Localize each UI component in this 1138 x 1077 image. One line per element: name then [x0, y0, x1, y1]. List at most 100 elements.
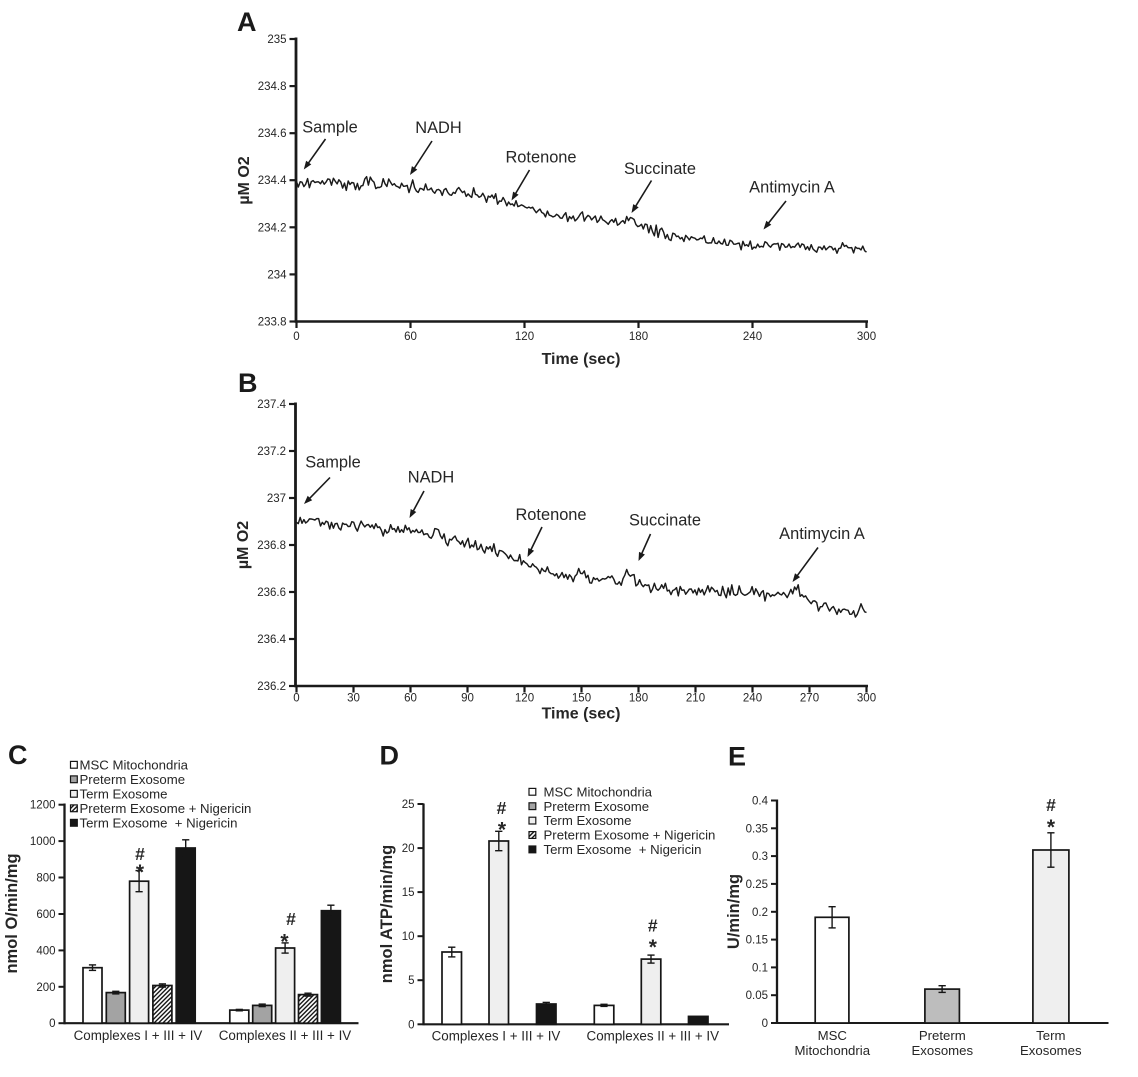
- svg-text:0.4: 0.4: [752, 796, 769, 808]
- svg-text:Succinate: Succinate: [629, 512, 701, 530]
- svg-text:30: 30: [347, 693, 360, 705]
- svg-text:0: 0: [293, 693, 299, 705]
- svg-text:236.4: 236.4: [257, 634, 286, 646]
- svg-text:Complexes II + III + IV: Complexes II + III + IV: [587, 1028, 720, 1043]
- svg-text:0.3: 0.3: [752, 851, 768, 863]
- svg-text:#: #: [497, 798, 507, 818]
- svg-text:237.2: 237.2: [257, 446, 286, 458]
- svg-text:234: 234: [267, 269, 287, 281]
- svg-text:0.35: 0.35: [746, 823, 768, 835]
- svg-text:20: 20: [402, 843, 415, 855]
- svg-text:180: 180: [629, 693, 648, 705]
- svg-text:Rotenone: Rotenone: [515, 506, 586, 524]
- svg-text:0: 0: [293, 331, 299, 343]
- svg-text:0.25: 0.25: [746, 879, 768, 891]
- svg-text:0: 0: [49, 1018, 55, 1030]
- svg-text:236.6: 236.6: [257, 587, 286, 599]
- svg-text:Time (sec): Time (sec): [542, 706, 621, 723]
- svg-text:60: 60: [404, 331, 417, 343]
- svg-text:237: 237: [267, 493, 286, 505]
- svg-text:Rotenone: Rotenone: [505, 149, 576, 167]
- svg-text:233.8: 233.8: [258, 317, 287, 329]
- svg-text:600: 600: [36, 909, 55, 921]
- svg-text:Exosomes: Exosomes: [1020, 1043, 1082, 1058]
- svg-text:MSC: MSC: [818, 1028, 848, 1043]
- svg-text:Preterm: Preterm: [919, 1028, 966, 1043]
- svg-text:180: 180: [629, 331, 648, 343]
- svg-text:235: 235: [267, 34, 286, 46]
- svg-text:15: 15: [402, 887, 415, 899]
- svg-text:300: 300: [857, 331, 876, 343]
- svg-text:Term Exosome + Nigericin: Term Exosome + Nigericin: [80, 815, 238, 830]
- svg-text:120: 120: [515, 693, 534, 705]
- svg-text:#: #: [135, 844, 145, 864]
- svg-text:240: 240: [743, 693, 762, 705]
- svg-text:240: 240: [743, 331, 762, 343]
- svg-text:236.8: 236.8: [257, 540, 286, 552]
- svg-text:0.2: 0.2: [752, 907, 768, 919]
- svg-text:B: B: [238, 368, 258, 398]
- svg-text:C: C: [8, 740, 28, 770]
- svg-text:Time (sec): Time (sec): [542, 351, 621, 368]
- svg-text:*: *: [136, 861, 145, 884]
- svg-text:MSC Mitochondria: MSC Mitochondria: [544, 784, 653, 799]
- svg-text:Preterm Exosome + Nigericin: Preterm Exosome + Nigericin: [80, 801, 252, 816]
- svg-text:A: A: [237, 7, 257, 37]
- svg-text:µM O2: µM O2: [235, 521, 252, 569]
- svg-text:Term: Term: [1036, 1028, 1065, 1043]
- svg-text:270: 270: [800, 693, 819, 705]
- svg-text:Antimycin A: Antimycin A: [779, 525, 865, 543]
- svg-text:1000: 1000: [30, 836, 56, 848]
- svg-text:234.8: 234.8: [258, 81, 287, 93]
- svg-text:Exosomes: Exosomes: [912, 1043, 974, 1058]
- svg-text:Antimycin A: Antimycin A: [749, 179, 835, 197]
- svg-text:*: *: [1047, 816, 1056, 839]
- svg-text:Preterm Exosome: Preterm Exosome: [544, 799, 650, 814]
- svg-text:5: 5: [408, 975, 414, 987]
- svg-text:Term Exosome: Term Exosome: [544, 813, 632, 828]
- svg-text:237.4: 237.4: [257, 399, 286, 411]
- svg-text:Complexes I + III + IV: Complexes I + III + IV: [74, 1028, 203, 1043]
- svg-text:800: 800: [36, 873, 55, 885]
- svg-text:E: E: [728, 742, 746, 772]
- svg-text:1200: 1200: [30, 800, 56, 812]
- svg-text:Term Exosome + Nigericin: Term Exosome + Nigericin: [544, 842, 702, 857]
- svg-text:200: 200: [36, 982, 55, 994]
- svg-text:µM O2: µM O2: [236, 156, 253, 204]
- svg-text:234.4: 234.4: [258, 175, 287, 187]
- svg-text:0.1: 0.1: [752, 962, 768, 974]
- svg-text:Mitochondria: Mitochondria: [795, 1043, 871, 1058]
- svg-text:60: 60: [404, 693, 417, 705]
- svg-text:#: #: [648, 916, 658, 936]
- svg-text:10: 10: [402, 931, 415, 943]
- svg-text:#: #: [1046, 795, 1056, 815]
- svg-text:Succinate: Succinate: [624, 160, 696, 178]
- svg-text:*: *: [498, 819, 507, 842]
- svg-text:NADH: NADH: [408, 469, 454, 487]
- svg-text:400: 400: [36, 945, 55, 957]
- svg-text:150: 150: [572, 693, 591, 705]
- svg-text:Complexes II + III + IV: Complexes II + III + IV: [219, 1028, 352, 1043]
- svg-text:D: D: [380, 741, 400, 771]
- svg-text:0: 0: [762, 1018, 768, 1030]
- svg-text:#: #: [286, 909, 296, 929]
- svg-text:0.05: 0.05: [746, 990, 768, 1002]
- svg-text:*: *: [649, 936, 658, 959]
- svg-text:Sample: Sample: [305, 454, 361, 472]
- svg-text:234.6: 234.6: [258, 128, 287, 140]
- svg-text:25: 25: [402, 799, 415, 811]
- svg-text:234.2: 234.2: [258, 222, 287, 234]
- svg-text:90: 90: [461, 693, 474, 705]
- svg-text:Sample: Sample: [302, 119, 358, 137]
- svg-text:120: 120: [515, 331, 534, 343]
- svg-text:300: 300: [857, 693, 876, 705]
- svg-text:Complexes I + III + IV: Complexes I + III + IV: [432, 1028, 561, 1043]
- svg-text:U/min/mg: U/min/mg: [725, 874, 743, 949]
- svg-text:Term Exosome: Term Exosome: [80, 786, 168, 801]
- svg-text:nmol ATP/min/mg: nmol ATP/min/mg: [378, 845, 396, 983]
- svg-text:0: 0: [408, 1019, 414, 1031]
- svg-text:Preterm Exosome + Nigericin: Preterm Exosome + Nigericin: [544, 828, 716, 843]
- svg-text:Preterm Exosome: Preterm Exosome: [80, 772, 186, 787]
- svg-text:nmol O/min/mg: nmol O/min/mg: [3, 853, 21, 973]
- svg-text:*: *: [280, 931, 289, 954]
